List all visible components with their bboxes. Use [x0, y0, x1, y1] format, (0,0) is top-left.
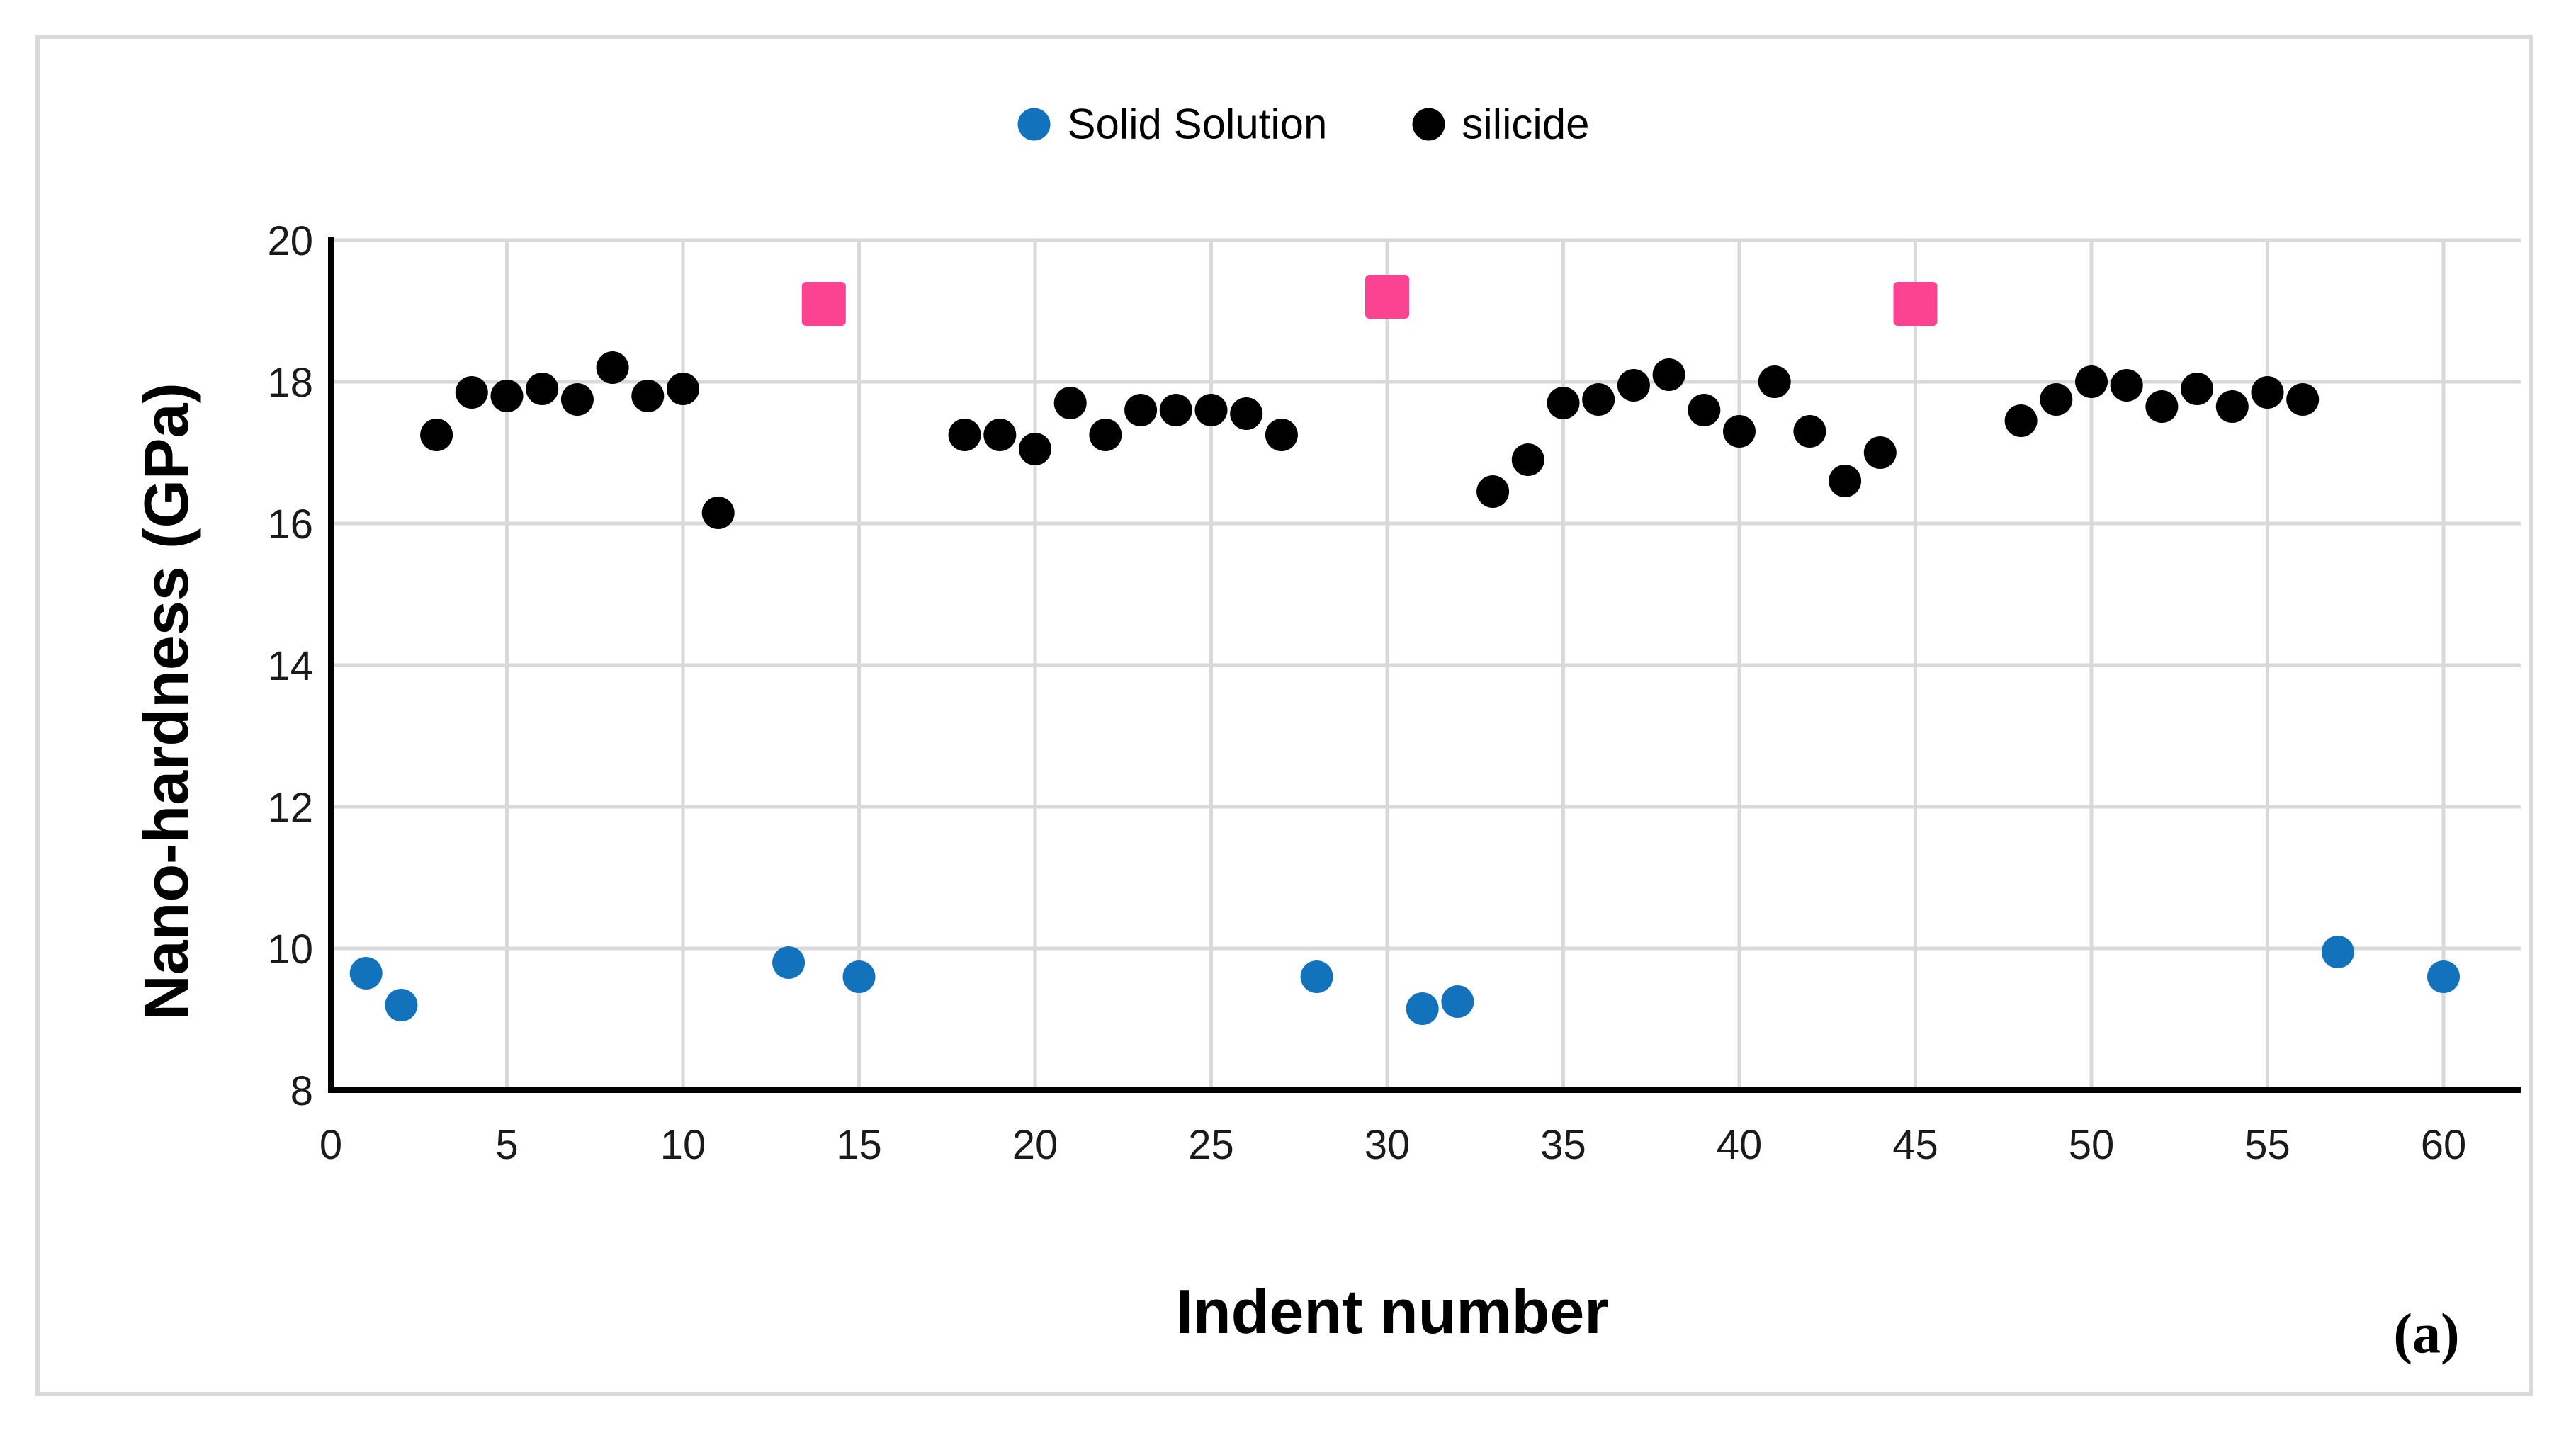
figure-border [35, 35, 2533, 1396]
silicide-point [1511, 443, 1544, 476]
silicide-point [1793, 415, 1826, 448]
legend-item-solid-solution: Solid Solution [1017, 100, 1328, 149]
silicide-point [2040, 383, 2073, 416]
solid-solution-point [772, 946, 806, 979]
solid-solution-point [1441, 985, 1474, 1018]
silicide-point [1652, 358, 1685, 391]
pink-square-point [801, 282, 846, 326]
pink-square-point [1365, 275, 1409, 319]
silicide-point [1230, 397, 1263, 430]
silicide-point [2251, 376, 2284, 409]
silicide-point [2075, 365, 2108, 398]
silicide-point [1582, 383, 1615, 416]
x-tick-label: 15 [836, 1122, 882, 1168]
x-tick-label: 50 [2069, 1122, 2115, 1168]
silicide-point [2181, 373, 2214, 405]
silicide-point [1723, 415, 1756, 448]
x-tick-label: 0 [320, 1122, 342, 1168]
silicide-point [1159, 394, 1192, 426]
silicide-point [596, 351, 629, 384]
silicide-point [667, 373, 699, 405]
x-tick-label: 25 [1188, 1122, 1234, 1168]
solid-solution-point [1406, 992, 1439, 1025]
subfigure-label: (a) [2393, 1303, 2460, 1366]
silicide-point [1019, 433, 1051, 465]
legend-label-solid-solution: Solid Solution [1067, 100, 1328, 148]
y-axis-title: Nano-hardness (GPa) [131, 382, 201, 1020]
silicide-point [1547, 387, 1580, 419]
silicide-point [420, 419, 453, 451]
legend: Solid Solution silicide [1017, 100, 1589, 149]
y-tick-label: 10 [267, 926, 313, 973]
legend-item-silicide: silicide [1412, 100, 1589, 149]
x-tick-label: 10 [660, 1122, 706, 1168]
silicide-point [455, 376, 488, 409]
solid-solution-point [385, 989, 418, 1021]
silicide-point [1863, 436, 1897, 469]
silicide-point [631, 380, 665, 412]
silicide-point [1688, 394, 1721, 426]
silicide-point [2145, 390, 2179, 423]
solid-solution-point [1300, 960, 1333, 993]
x-tick-label: 55 [2244, 1122, 2290, 1168]
x-tick-label: 20 [1012, 1122, 1058, 1168]
y-tick-label: 16 [267, 501, 313, 548]
y-tick-label: 18 [267, 360, 313, 406]
y-tick-label: 14 [267, 643, 313, 689]
y-tick-label: 8 [290, 1068, 313, 1114]
solid-solution-point [349, 957, 383, 990]
silicide-point [1089, 419, 1122, 451]
x-tick-label: 45 [1892, 1122, 1938, 1168]
x-tick-label: 35 [1540, 1122, 1586, 1168]
legend-label-silicide: silicide [1462, 100, 1590, 148]
silicide-point [2004, 404, 2038, 437]
silicide-point [1829, 465, 1862, 497]
silicide-point [490, 380, 524, 412]
silicide-point [2110, 369, 2143, 402]
y-tick-label: 12 [267, 785, 313, 831]
silicide-point [701, 497, 735, 529]
solid-solution-point [842, 960, 876, 993]
x-axis-title: Indent number [1175, 1276, 1609, 1347]
solid-solution-marker-icon [1017, 108, 1051, 140]
pink-square-point [1893, 282, 1938, 326]
x-tick-label: 30 [1365, 1122, 1411, 1168]
y-tick-label: 20 [267, 218, 313, 264]
silicide-point [1053, 387, 1087, 419]
x-tick-label: 60 [2421, 1122, 2467, 1168]
silicide-point [560, 383, 594, 416]
silicide-point [948, 419, 981, 451]
silicide-point [526, 373, 559, 405]
silicide-point [1265, 419, 1298, 451]
silicide-point [1617, 369, 1650, 402]
x-tick-label: 40 [1717, 1122, 1763, 1168]
silicide-marker-icon [1412, 108, 1445, 140]
silicide-point [1124, 394, 1158, 426]
silicide-point [983, 419, 1017, 451]
solid-solution-point [2321, 936, 2354, 968]
silicide-point [2215, 390, 2249, 423]
solid-solution-point [2427, 960, 2460, 993]
silicide-point [1194, 394, 1228, 426]
silicide-point [1758, 365, 1791, 398]
silicide-point [1476, 475, 1510, 508]
silicide-point [2286, 383, 2320, 416]
x-tick-label: 5 [495, 1122, 518, 1168]
